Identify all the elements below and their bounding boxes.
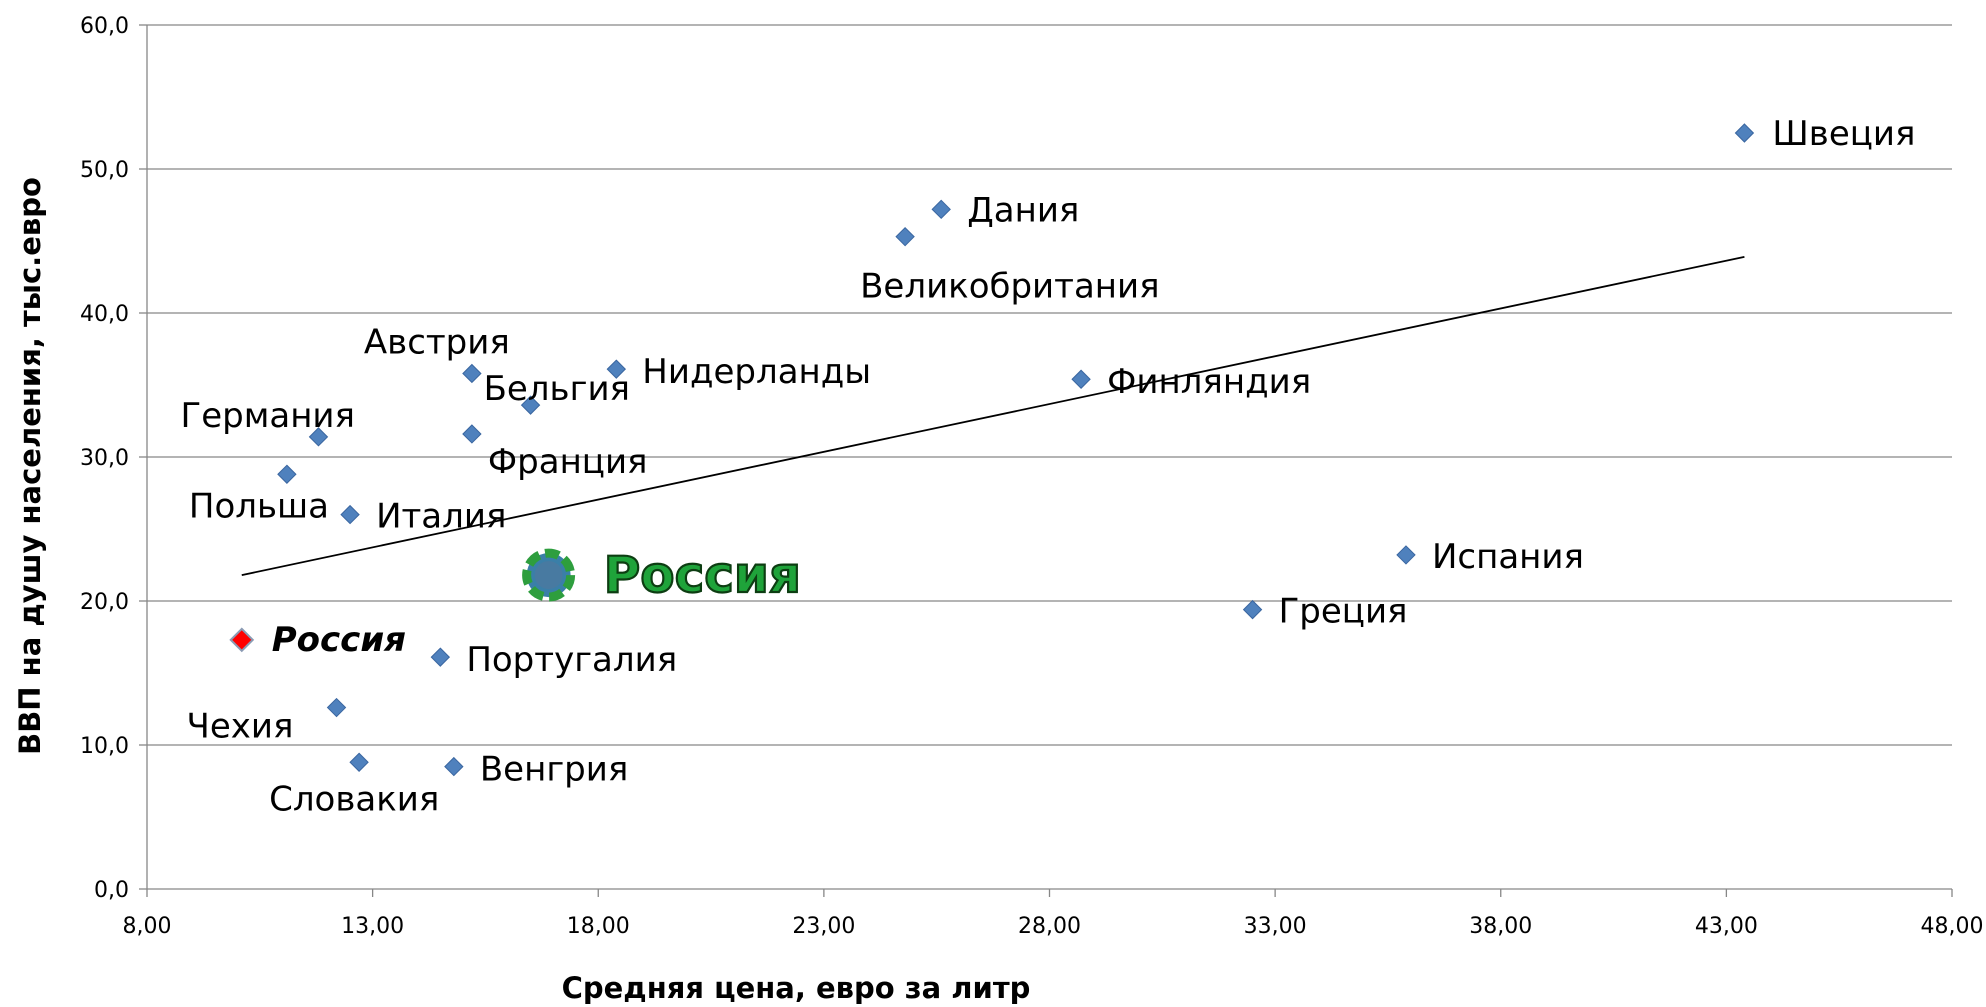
point-marker <box>308 427 329 447</box>
point-label: Германия <box>180 396 355 436</box>
point-label: Греция <box>1279 592 1408 632</box>
data-point: Финляндия <box>1071 362 1311 402</box>
russia-label-green: Россия <box>604 546 801 604</box>
data-point: Австрия <box>364 322 510 384</box>
data-point: Венгрия <box>444 750 628 790</box>
axes <box>139 24 1953 897</box>
data-point: Чехия <box>187 697 347 747</box>
x-tick-label: 38,00 <box>1469 914 1532 939</box>
russia-label-red: Россия <box>272 620 406 660</box>
data-point: Бельгия <box>484 369 630 415</box>
point-marker <box>895 226 915 247</box>
russia-marker-core <box>534 561 563 590</box>
point-marker <box>1071 369 1091 389</box>
x-tick-label: 33,00 <box>1244 914 1307 939</box>
y-tick-label: 60,0 <box>80 14 129 39</box>
data-point: Великобритания <box>860 226 1160 307</box>
point-label: Испания <box>1432 537 1584 577</box>
point-label: Словакия <box>269 779 439 819</box>
point-label: Великобритания <box>860 267 1159 307</box>
point-label: Венгрия <box>480 750 628 790</box>
data-point: Франция <box>462 424 648 482</box>
point-label: Франция <box>488 442 648 482</box>
point-marker <box>430 647 451 667</box>
point-marker <box>1734 123 1755 143</box>
x-tick-label: 13,00 <box>341 914 404 939</box>
y-tick-label: 50,0 <box>80 158 129 183</box>
data-point: Португалия <box>430 640 677 680</box>
point-marker <box>520 395 541 415</box>
x-tick-label: 28,00 <box>1018 914 1081 939</box>
point-label: Австрия <box>364 322 510 362</box>
point-label: Бельгия <box>484 369 630 409</box>
y-axis-title: ВВП на душу населения, тыс.евро <box>13 177 47 755</box>
x-tick-label: 48,00 <box>1921 914 1984 939</box>
point-marker <box>1396 545 1416 565</box>
point-marker <box>340 504 360 525</box>
point-label: Польша <box>189 486 329 526</box>
russia-point-green: Россия <box>522 545 802 605</box>
data-point: Италия <box>340 497 506 537</box>
point-label: Нидерланды <box>642 352 871 392</box>
trendline <box>241 255 1745 576</box>
point-marker <box>277 464 297 484</box>
point-marker <box>462 363 482 384</box>
point-marker <box>444 756 464 777</box>
point-label: Чехия <box>187 707 294 747</box>
point-label: Швеция <box>1772 114 1915 154</box>
russia-point-red: Россия <box>229 620 406 660</box>
y-tick-label: 20,0 <box>80 590 129 615</box>
data-point: Дания <box>931 190 1079 230</box>
x-tick-label: 23,00 <box>792 914 855 939</box>
y-tick-label: 10,0 <box>80 734 129 759</box>
data-point: Нидерланды <box>606 352 871 392</box>
highlight-points: Россия Россия <box>229 545 802 660</box>
data-point: Германия <box>180 396 355 447</box>
point-marker <box>326 697 347 718</box>
y-tick-label: 0,0 <box>94 878 129 903</box>
x-tick-label: 18,00 <box>567 914 630 939</box>
y-tick-label: 40,0 <box>80 302 129 327</box>
data-point: Словакия <box>269 752 439 819</box>
point-label: Финляндия <box>1107 362 1311 402</box>
point-label: Дания <box>967 190 1079 230</box>
data-point: Швеция <box>1734 114 1915 154</box>
point-label: Италия <box>376 497 506 537</box>
point-marker <box>931 199 951 220</box>
point-marker <box>462 424 482 444</box>
point-label: Португалия <box>466 640 677 680</box>
data-point: Польша <box>189 464 329 526</box>
x-axis-title: Средняя цена, евро за литр <box>562 971 1031 1005</box>
data-point: Греция <box>1242 592 1408 632</box>
x-tick-labels: 8,00 13,00 18,00 23,00 28,00 33,00 38,00 43,00 4… <box>123 914 1984 939</box>
data-points: Швеция Дания Великобритания Австрия Бельгия Н… <box>180 114 1915 819</box>
data-point: Испания <box>1396 537 1584 577</box>
grid-lines <box>147 24 1952 746</box>
x-tick-label: 8,00 <box>123 914 172 939</box>
x-tick-label: 43,00 <box>1695 914 1758 939</box>
point-marker <box>606 359 627 379</box>
y-tick-label: 30,0 <box>80 446 129 471</box>
point-marker <box>1242 599 1263 620</box>
y-tick-labels: 0,0 10,0 20,0 30,0 40,0 50,0 60,0 <box>80 14 129 903</box>
russia-marker-red <box>229 627 255 653</box>
point-marker <box>349 752 369 772</box>
